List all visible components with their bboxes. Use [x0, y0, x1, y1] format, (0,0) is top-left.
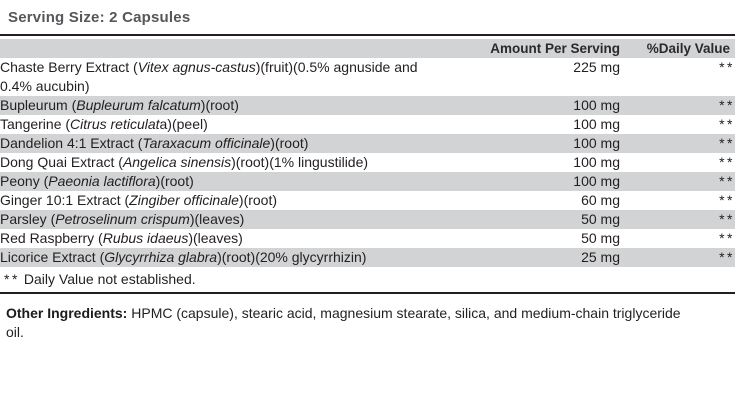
- ingredient-row: Red Raspberry (Rubus idaeus)(leaves) 50 m…: [0, 229, 735, 248]
- ingredient-row: Dong Quai Extract (Angelica sinensis)(ro…: [0, 153, 735, 172]
- daily-value: **: [620, 172, 735, 191]
- ingredient-name: Parsley (Petroselinum crispum)(leaves): [0, 210, 470, 229]
- footnote-cell: ** Daily Value not established.: [0, 267, 735, 291]
- bottom-rule-divider: [0, 292, 735, 294]
- amount-value: 25 mg: [470, 248, 620, 267]
- daily-value: **: [719, 116, 735, 132]
- daily-value: **: [620, 96, 735, 115]
- ingredient-name: Peony (Paeonia lactiflora)(root): [0, 172, 470, 191]
- supplement-facts-table: Amount Per Serving %Daily Value Chaste B…: [0, 39, 735, 291]
- ingredient-name: Ginger 10:1 Extract (Zingiber officinale…: [0, 192, 278, 208]
- ingredient-row: Tangerine (Citrus reticulata)(peel) 100 m…: [0, 115, 735, 134]
- ingredient-row: Bupleurum (Bupleurum falcatum)(root) 100 …: [0, 96, 735, 115]
- daily-value: **: [719, 230, 735, 246]
- footnote-asterisks: **: [4, 271, 20, 287]
- ingredient-row: Licorice Extract (Glycyrrhiza glabra)(ro…: [0, 248, 735, 267]
- ingredient-name: Red Raspberry (Rubus idaeus)(leaves): [0, 230, 243, 246]
- daily-value: **: [620, 248, 735, 267]
- ingredient-name: Chaste Berry Extract (Vitex agnus-castus…: [0, 59, 418, 94]
- ingredient-row: Peony (Paeonia lactiflora)(root) 100 mg **: [0, 172, 735, 191]
- header-spacer: [0, 39, 470, 58]
- ingredient-row: Dandelion 4:1 Extract (Taraxacum officin…: [0, 134, 735, 153]
- daily-value: **: [719, 59, 735, 75]
- daily-value: **: [620, 134, 735, 153]
- amount-value: 225 mg: [573, 59, 620, 75]
- ingredient-name: Dong Quai Extract (Angelica sinensis)(ro…: [0, 154, 369, 170]
- amount-value: 100 mg: [470, 172, 620, 191]
- daily-value: **: [620, 210, 735, 229]
- ingredient-row: Chaste Berry Extract (Vitex agnus-castus…: [0, 58, 735, 96]
- other-ingredients: Other Ingredients: HPMC (capsule), stear…: [0, 304, 701, 342]
- other-ingredients-label: Other Ingredients:: [6, 304, 128, 321]
- table-header-row: Amount Per Serving %Daily Value: [0, 39, 735, 58]
- amount-value: 100 mg: [470, 134, 620, 153]
- other-ingredients-text: HPMC (capsule), stearic acid, magnesium …: [6, 304, 681, 340]
- ingredient-row: Parsley (Petroselinum crispum)(leaves) 50…: [0, 210, 735, 229]
- ingredient-name: Dandelion 4:1 Extract (Taraxacum officin…: [0, 134, 470, 153]
- amount-value: 100 mg: [573, 116, 620, 132]
- ingredient-name: Tangerine (Citrus reticulata)(peel): [0, 116, 208, 132]
- ingredient-name: Bupleurum (Bupleurum falcatum)(root): [0, 96, 470, 115]
- footnote-text: Daily Value not established.: [23, 271, 196, 287]
- amount-value: 100 mg: [573, 154, 620, 170]
- top-rule-divider: [0, 34, 735, 36]
- amount-value: 50 mg: [581, 230, 620, 246]
- serving-size-title: Serving Size: 2 Capsules: [8, 9, 191, 26]
- daily-value-header: %Daily Value: [620, 39, 735, 58]
- amount-per-serving-header: Amount Per Serving: [470, 39, 620, 58]
- amount-value: 60 mg: [581, 192, 620, 208]
- daily-value: **: [719, 192, 735, 208]
- daily-value: **: [719, 154, 735, 170]
- ingredient-name: Licorice Extract (Glycyrrhiza glabra)(ro…: [0, 248, 470, 267]
- amount-value: 50 mg: [470, 210, 620, 229]
- amount-value: 100 mg: [470, 96, 620, 115]
- ingredient-row: Ginger 10:1 Extract (Zingiber officinale…: [0, 191, 735, 210]
- footnote-row: ** Daily Value not established.: [0, 267, 735, 291]
